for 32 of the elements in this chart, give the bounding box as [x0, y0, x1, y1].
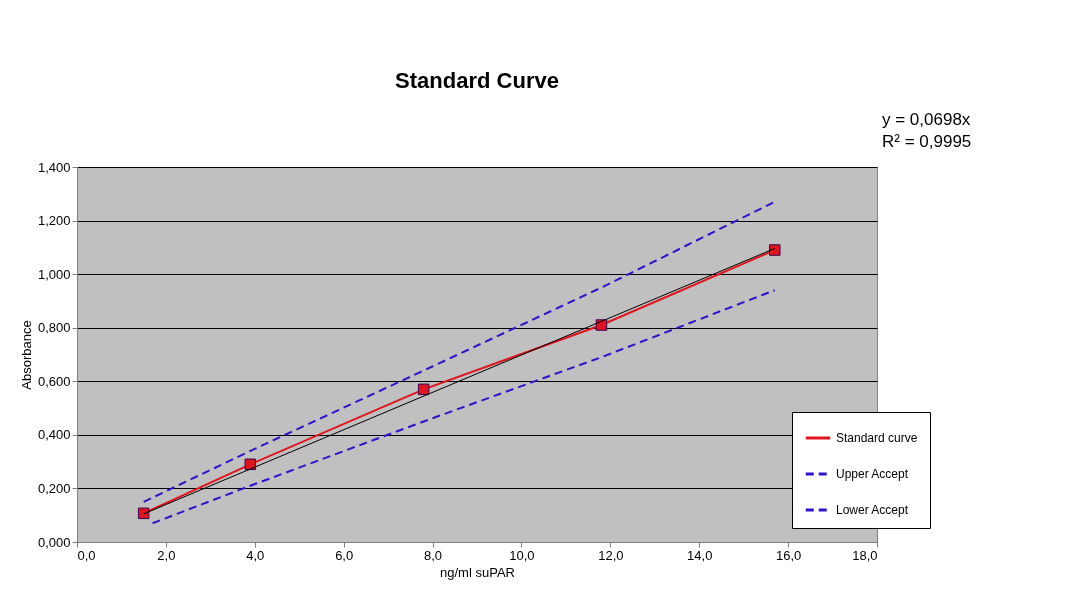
y-tick-label: 0,200 — [37, 480, 71, 496]
y-axis-title: Absorbance — [18, 320, 34, 390]
x-tick-label: 18,0 — [852, 547, 878, 563]
legend-label: Upper Accept — [836, 467, 909, 481]
y-tick-label: 0,800 — [37, 320, 71, 336]
point — [137, 507, 150, 520]
line-series — [142, 200, 776, 503]
y-tick-label: 1,200 — [37, 213, 71, 229]
y-tick-label: 0,000 — [37, 534, 71, 550]
y-tick-label: 1,400 — [37, 159, 71, 175]
chart-title: Standard Curve — [395, 68, 559, 93]
point — [244, 458, 257, 471]
x-tick-label: 0,0 — [77, 547, 96, 563]
x-tick-label: 4,0 — [246, 547, 265, 563]
x-tick-label: 6,0 — [335, 547, 354, 563]
x-tick-label: 16,0 — [775, 547, 802, 563]
x-tick-label: 8,0 — [424, 547, 443, 563]
x-tick-label: 10,0 — [509, 547, 535, 563]
x-tick-label: 2,0 — [157, 547, 176, 563]
x-tick-label: 14,0 — [687, 547, 713, 563]
y-tick-label: 0,400 — [37, 427, 71, 443]
x-tick-label: 12,0 — [598, 547, 624, 563]
text: R² = 0,9995 — [882, 132, 972, 151]
y-tick-label: 0,600 — [37, 373, 71, 389]
legend-label: Standard curve — [836, 431, 918, 445]
y-tick-label: 1,000 — [37, 266, 71, 282]
text: y = 0,0698x — [882, 110, 971, 129]
point — [417, 383, 430, 396]
line-series — [151, 289, 776, 525]
point — [769, 244, 781, 256]
legend-label: Lower Accept — [836, 503, 909, 517]
x-axis-title: ng/ml suPAR — [440, 564, 515, 580]
